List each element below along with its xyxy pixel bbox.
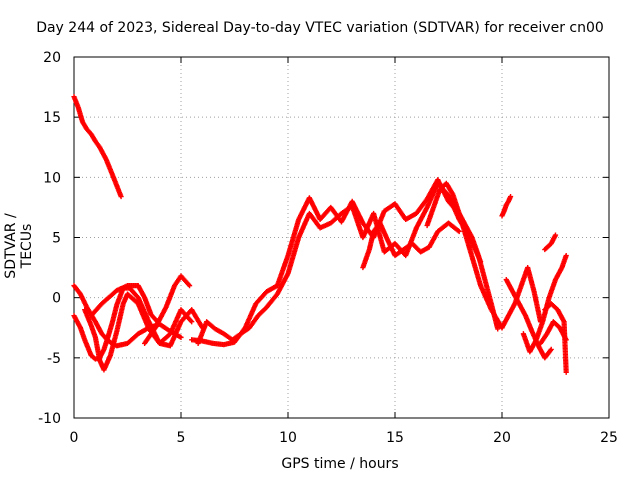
x-tick-label: 5 bbox=[177, 430, 186, 446]
series-arc-16 bbox=[542, 301, 569, 375]
data-point bbox=[189, 319, 195, 325]
axes-frame bbox=[73, 56, 610, 419]
series-arc-17 bbox=[542, 232, 559, 253]
series-arc-6 bbox=[142, 273, 193, 346]
series-arc-5 bbox=[88, 283, 184, 340]
y-tick-label: -10 bbox=[38, 411, 61, 427]
y-tick-label: -5 bbox=[47, 351, 61, 367]
x-tick-label: 0 bbox=[70, 430, 79, 446]
series-arc-1 bbox=[71, 94, 124, 200]
y-axis-label: SDTVAR / TECUs bbox=[3, 213, 35, 279]
series-arc-9 bbox=[360, 220, 462, 271]
x-tick-label: 10 bbox=[279, 430, 297, 446]
series-arc-10 bbox=[424, 180, 501, 332]
grid-lines bbox=[74, 57, 609, 418]
data-point bbox=[552, 232, 559, 238]
plot-frame bbox=[73, 56, 610, 419]
x-tick-label: 25 bbox=[600, 430, 618, 446]
y-tick-label: 15 bbox=[43, 110, 61, 126]
y-tick-label: 10 bbox=[43, 170, 61, 186]
data-point bbox=[563, 252, 569, 259]
chart-title: Day 244 of 2023, Sidereal Day-to-day VTE… bbox=[36, 20, 604, 36]
data-points bbox=[71, 94, 569, 375]
data-point bbox=[118, 193, 124, 200]
x-tick-label: 15 bbox=[386, 430, 404, 446]
data-point bbox=[548, 346, 554, 353]
x-axis-label: GPS time / hours bbox=[281, 456, 399, 472]
y-tick-label: 20 bbox=[43, 50, 61, 66]
data-point bbox=[178, 334, 184, 340]
data-point bbox=[507, 193, 514, 200]
series-arc-14 bbox=[520, 252, 569, 355]
data-point bbox=[186, 283, 193, 289]
data-point bbox=[456, 228, 462, 235]
tick-labels: 0 5 10 15 20 25 -10 -5 0 5 10 15 20 bbox=[38, 50, 618, 446]
y-tick-label: 0 bbox=[52, 291, 61, 307]
series-arc-12 bbox=[499, 264, 544, 331]
series-arc-11 bbox=[499, 193, 514, 219]
series-arc-13 bbox=[503, 277, 554, 361]
data-point bbox=[495, 326, 501, 332]
data-point bbox=[563, 369, 569, 375]
series-arc-4 bbox=[82, 291, 205, 373]
x-tick-label: 20 bbox=[493, 430, 511, 446]
series-arc-8 bbox=[195, 180, 484, 346]
y-tick-label: 5 bbox=[52, 231, 61, 247]
